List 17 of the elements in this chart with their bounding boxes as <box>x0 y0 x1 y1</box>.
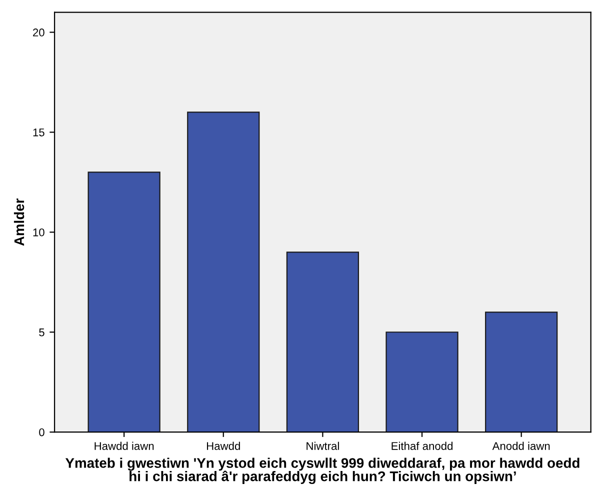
y-tick-label: 15 <box>33 128 44 136</box>
bar <box>386 332 458 432</box>
bar <box>88 172 160 432</box>
bar <box>286 252 360 432</box>
x-axis-title: Ymateb i gwestiwn 'Yn ystod eich cyswllt 999 diweddaraf, pa mor hawdd oedd hi i chi siarad â'r parafeddyg eich hun? Ticiwch un opsiwn’ <box>65 458 580 484</box>
bar <box>187 112 260 432</box>
y-tick-label: 0 <box>39 428 44 436</box>
y-tick-label: 10 <box>33 228 44 236</box>
y-tick-label: 20 <box>33 28 44 36</box>
x-tick-label: Eithaf anodd <box>392 442 452 450</box>
bar <box>485 312 558 432</box>
x-tick-label: Hawdd <box>206 442 240 450</box>
x-tick-label: Anodd iawn <box>492 442 550 450</box>
x-tick-label: Hawdd iawn <box>94 442 154 450</box>
y-axis-title: Amlder <box>14 198 24 246</box>
x-tick-label: Niwtral <box>306 442 339 450</box>
y-tick-label: 5 <box>39 328 44 336</box>
